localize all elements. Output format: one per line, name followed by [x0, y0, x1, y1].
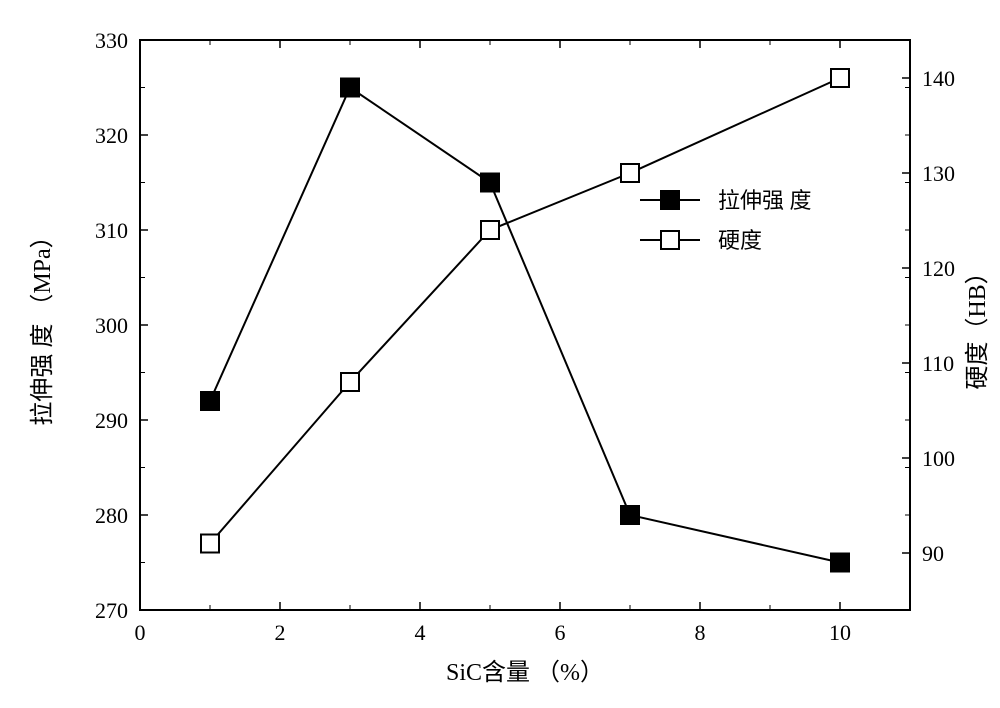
y2-tick-label: 120 [922, 256, 955, 281]
open-square-marker [481, 221, 499, 239]
y2-tick-label: 140 [922, 66, 955, 91]
x-tick-label: 4 [415, 620, 426, 645]
open-square-marker [341, 373, 359, 391]
y1-axis-label: 拉伸强 度 （MPa） [29, 224, 56, 425]
filled-square-marker [661, 191, 679, 209]
y2-tick-label: 130 [922, 161, 955, 186]
y1-tick-label: 270 [95, 598, 128, 623]
y2-tick-label: 90 [922, 541, 944, 566]
open-square-marker [621, 164, 639, 182]
x-tick-label: 0 [135, 620, 146, 645]
x-tick-label: 10 [829, 620, 851, 645]
filled-square-marker [341, 79, 359, 97]
y2-tick-label: 100 [922, 446, 955, 471]
y1-tick-label: 300 [95, 313, 128, 338]
open-square-marker [201, 535, 219, 553]
legend-label: 拉伸强 度 [718, 188, 812, 213]
y1-tick-label: 320 [95, 123, 128, 148]
legend-label: 硬度 [718, 228, 762, 253]
filled-square-marker [831, 554, 849, 572]
filled-square-marker [481, 174, 499, 192]
dual-axis-chart: 0 2 4 6 8 10 270 280 290 300 310 320 330 90 100 110 120 1… [0, 0, 1000, 708]
x-axis-label: SiC含量 （%） [446, 659, 604, 686]
y1-tick-label: 290 [95, 408, 128, 433]
y1-tick-label: 330 [95, 28, 128, 53]
chart-container: 0 2 4 6 8 10 270 280 290 300 310 320 330 90 100 110 120 1… [0, 0, 1000, 708]
filled-square-marker [621, 506, 639, 524]
y1-tick-label: 280 [95, 503, 128, 528]
open-square-marker [831, 69, 849, 87]
open-square-marker [661, 231, 679, 249]
y1-tick-label: 310 [95, 218, 128, 243]
filled-square-marker [201, 392, 219, 410]
y2-axis-label: 硬度（HB） [964, 260, 991, 389]
x-tick-label: 8 [695, 620, 706, 645]
x-tick-label: 6 [555, 620, 566, 645]
x-tick-label: 2 [275, 620, 286, 645]
y2-tick-label: 110 [922, 351, 954, 376]
